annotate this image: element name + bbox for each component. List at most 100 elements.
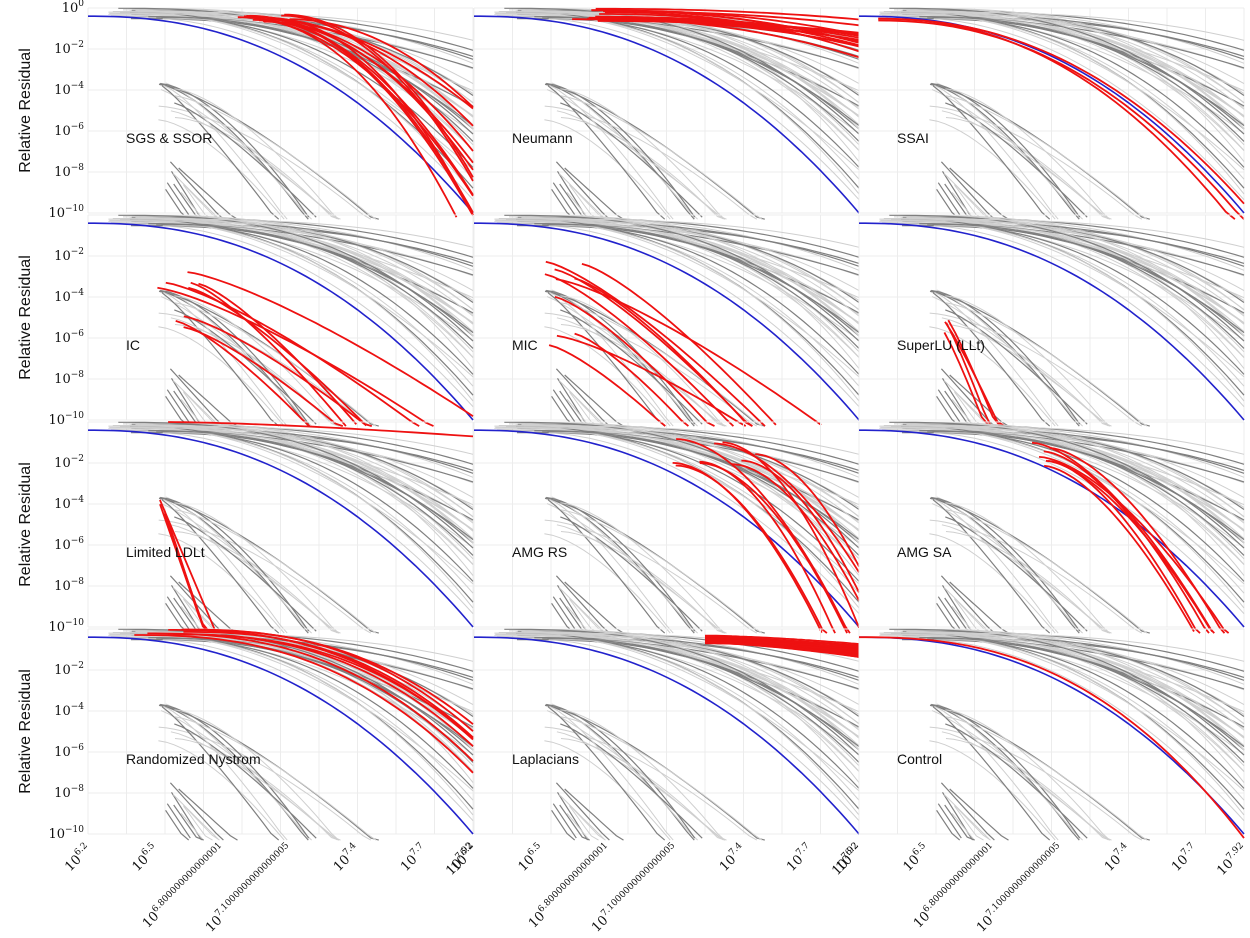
- highlight-series-line: [252, 18, 458, 218]
- gray-series-line: [163, 84, 288, 220]
- gray-series-line: [902, 9, 1245, 51]
- gray-series-line: [929, 430, 1245, 471]
- gray-series-line: [146, 426, 474, 510]
- gray-series-line: [502, 634, 860, 816]
- gray-series-line: [174, 102, 317, 218]
- gray-series-line: [502, 427, 860, 609]
- highlight-series-line: [574, 277, 753, 427]
- gray-series-line: [151, 220, 474, 317]
- gray-series-line: [902, 423, 1245, 465]
- highlight-series-line: [554, 295, 715, 427]
- x-tick-label: 107.92: [1213, 841, 1250, 879]
- gray-series-line: [929, 726, 1143, 841]
- gray-series-line: [566, 813, 590, 841]
- gray-series-line: [556, 524, 724, 634]
- highlight-series-line: [163, 513, 211, 634]
- gray-series-line: [940, 575, 995, 634]
- x-tick-label: 107.4: [330, 841, 364, 875]
- gray-series-line: [161, 85, 280, 220]
- panel-3: IC 10−2 10−4 10−6 10−8 10−10: [48, 214, 474, 428]
- highlight-series-line: [157, 286, 434, 427]
- gray-series-line: [180, 813, 204, 841]
- gray-series-line: [945, 88, 1110, 220]
- gray-series-line: [544, 430, 860, 471]
- panel-label: SSAI: [897, 130, 929, 146]
- gray-series-line: [547, 215, 860, 310]
- panel-grid: [858, 421, 1245, 628]
- highlight-series-line: [249, 14, 474, 217]
- gray-series-line: [556, 317, 724, 427]
- y-axis-label: Relative Residual: [17, 48, 34, 173]
- highlight-series-line: [548, 344, 666, 427]
- gray-series-line: [879, 218, 1245, 292]
- y-tick-label: 10−8: [54, 577, 84, 594]
- panel-label: SuperLU (LLt): [897, 337, 985, 353]
- gray-series-line: [169, 368, 224, 427]
- highlight-series-line: [705, 640, 860, 649]
- gray-series-line: [943, 173, 990, 219]
- gray-series-line: [929, 223, 1245, 264]
- gray-series-line: [549, 84, 674, 220]
- gray-series-line: [937, 182, 962, 218]
- gray-series-line: [564, 788, 624, 841]
- x-tick-label: 107.4: [1101, 841, 1135, 875]
- panel-grid: [858, 214, 1245, 421]
- panel-label: SGS & SSOR: [126, 130, 212, 146]
- highlight-series-line: [699, 460, 836, 634]
- gray-series-line: [929, 83, 1150, 220]
- highlight-series-line: [183, 631, 474, 739]
- gray-series-line: [544, 519, 758, 634]
- gray-series-line: [504, 214, 860, 342]
- gray-series-line: [544, 740, 671, 841]
- gray-series-line: [945, 102, 1088, 218]
- gray-series-line: [549, 291, 674, 427]
- gray-series-line: [945, 723, 1088, 839]
- highlight-series-line: [704, 635, 860, 648]
- gray-series-line: [148, 637, 474, 748]
- highlight-series-line: [134, 634, 474, 774]
- highlight-series-line: [947, 319, 1001, 427]
- gray-series-line: [940, 368, 995, 427]
- gray-series-line: [936, 809, 961, 841]
- gray-series-line: [108, 218, 474, 292]
- gray-series-line: [558, 380, 605, 426]
- gray-series-line: [494, 632, 860, 706]
- panel-11: Control: [858, 628, 1245, 841]
- gray-series-line: [560, 723, 703, 839]
- gray-series-line: [937, 596, 962, 632]
- gray-series-line: [183, 805, 213, 841]
- gray-series-line: [929, 533, 1056, 634]
- gray-series-line: [558, 173, 605, 219]
- highlight-series-line: [168, 421, 474, 438]
- gray-series-line: [178, 788, 238, 841]
- gray-series-line: [547, 629, 860, 724]
- gray-series-line: [560, 102, 703, 218]
- gray-series-line: [166, 803, 191, 839]
- gray-series-line: [178, 167, 238, 220]
- y-axis-label: Relative Residual: [17, 462, 34, 587]
- gray-series-line: [158, 519, 372, 634]
- gray-series-line: [919, 16, 1245, 127]
- gray-series-line: [151, 427, 474, 524]
- gray-series-line: [118, 421, 474, 549]
- highlight-series-line: [591, 9, 860, 44]
- gray-series-line: [504, 7, 860, 135]
- highlight-series-line: [258, 19, 474, 214]
- gray-series-line: [945, 95, 1148, 220]
- gray-series-line: [544, 704, 765, 841]
- gray-series-line: [108, 425, 474, 499]
- gray-series-line: [889, 214, 1245, 342]
- gray-series-line: [902, 630, 1245, 672]
- gray-series-line: [174, 88, 339, 220]
- gray-series-line: [922, 220, 1245, 317]
- gray-series-line: [158, 223, 474, 264]
- gray-series-line: [937, 803, 962, 839]
- y-tick-label: 10−10: [48, 411, 84, 428]
- highlight-series-line: [945, 322, 992, 427]
- gray-series-line: [116, 220, 474, 402]
- panel-label: Laplacians: [512, 751, 579, 767]
- gray-series-line: [889, 7, 1245, 135]
- highlight-series-line: [1043, 450, 1210, 634]
- gray-series-line: [951, 813, 975, 841]
- gray-series-line: [917, 633, 1245, 717]
